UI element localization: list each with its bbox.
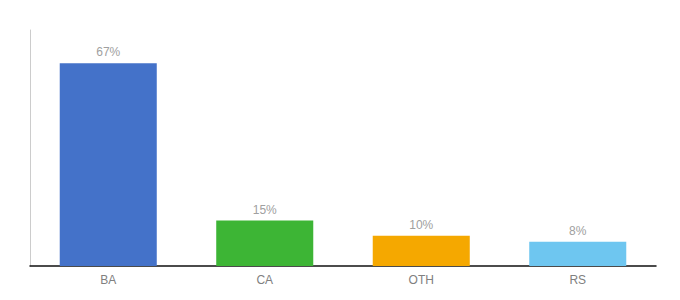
svg-text:15%: 15% <box>253 203 277 217</box>
svg-text:10%: 10% <box>409 218 433 232</box>
svg-text:8%: 8% <box>569 224 587 238</box>
svg-text:RS: RS <box>569 273 586 287</box>
svg-text:BA: BA <box>100 273 116 287</box>
svg-text:67%: 67% <box>96 45 120 59</box>
svg-text:CA: CA <box>256 273 273 287</box>
svg-text:OTH: OTH <box>409 273 434 287</box>
